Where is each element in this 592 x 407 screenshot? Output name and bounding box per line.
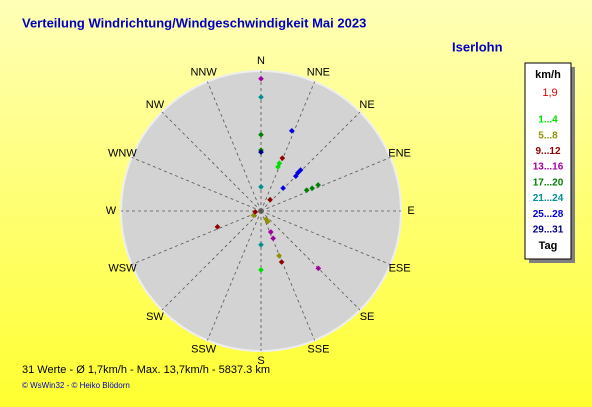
- wind-point: [252, 209, 259, 215]
- direction-label: NNE: [307, 66, 330, 78]
- wind-point: [258, 149, 264, 155]
- spoke: [260, 210, 391, 265]
- wind-point: [315, 265, 322, 272]
- direction-label: WNW: [108, 148, 137, 160]
- direction-label: SSW: [191, 343, 217, 355]
- chart-title: Verteilung Windrichtung/Windgeschwindigk…: [22, 15, 366, 30]
- legend-entry: 21...24: [533, 193, 564, 204]
- direction-label: NE: [359, 99, 374, 111]
- wind-point: [315, 182, 321, 188]
- legend-entry: 9...12: [535, 146, 560, 157]
- spoke: [161, 210, 262, 311]
- wind-point: [275, 164, 281, 170]
- legend-footer: Tag: [539, 240, 558, 252]
- wind-point: [270, 235, 277, 242]
- direction-label: SE: [360, 311, 375, 323]
- legend-average: 1,9: [542, 87, 557, 99]
- legend-entry: 17...20: [533, 177, 564, 188]
- direction-label: ESE: [389, 262, 411, 274]
- legend-entry: 1...4: [538, 115, 558, 126]
- direction-label: S: [257, 355, 264, 367]
- spoke: [161, 111, 262, 212]
- wind-point: [292, 173, 299, 180]
- wind-point: [288, 127, 295, 134]
- spoke: [131, 210, 262, 265]
- legend-entry: 29...31: [533, 225, 564, 236]
- spoke: [260, 157, 391, 212]
- direction-label: W: [106, 205, 117, 217]
- wind-point: [258, 131, 264, 138]
- wind-point: [309, 185, 315, 192]
- legend-box: [524, 62, 572, 260]
- wind-point: [258, 267, 264, 273]
- legend-entry: 5...8: [538, 130, 558, 141]
- wind-point: [280, 185, 286, 191]
- wind-point: [264, 218, 271, 225]
- wind-point: [278, 259, 285, 265]
- spoke: [260, 210, 361, 311]
- credit: © WsWin32 - © Heiko Blödorn: [22, 381, 130, 390]
- spoke: [207, 81, 262, 212]
- wind-point: [258, 94, 264, 100]
- spoke: [260, 111, 361, 212]
- wind-point: [303, 187, 310, 194]
- wind-point: [214, 224, 221, 230]
- wind-point: [279, 155, 286, 162]
- wind-point: [258, 75, 264, 82]
- wind-point: [276, 252, 282, 259]
- location: Iserlohn: [452, 39, 503, 54]
- legend-entry: 25...28: [533, 209, 564, 220]
- direction-label: NW: [146, 99, 165, 111]
- wind-point: [267, 196, 273, 203]
- spoke: [131, 157, 262, 212]
- legend-entry: 13...16: [533, 162, 564, 173]
- legend-title: km/h: [535, 69, 561, 81]
- wind-point: [258, 184, 264, 190]
- direction-label: ENE: [388, 148, 411, 160]
- direction-label: WSW: [108, 262, 137, 274]
- wind-point: [258, 241, 264, 248]
- spoke: [260, 210, 315, 341]
- direction-label: E: [407, 205, 414, 217]
- direction-label: SW: [146, 311, 164, 323]
- footer: 31 Werte - Ø 1,7km/h - Max. 13,7km/h - 5…: [22, 364, 270, 376]
- direction-label: NNW: [190, 66, 217, 78]
- spoke: [207, 210, 262, 341]
- spoke: [260, 81, 315, 212]
- direction-label: SSE: [307, 343, 329, 355]
- wind-point: [267, 229, 274, 235]
- direction-label: N: [257, 55, 265, 67]
